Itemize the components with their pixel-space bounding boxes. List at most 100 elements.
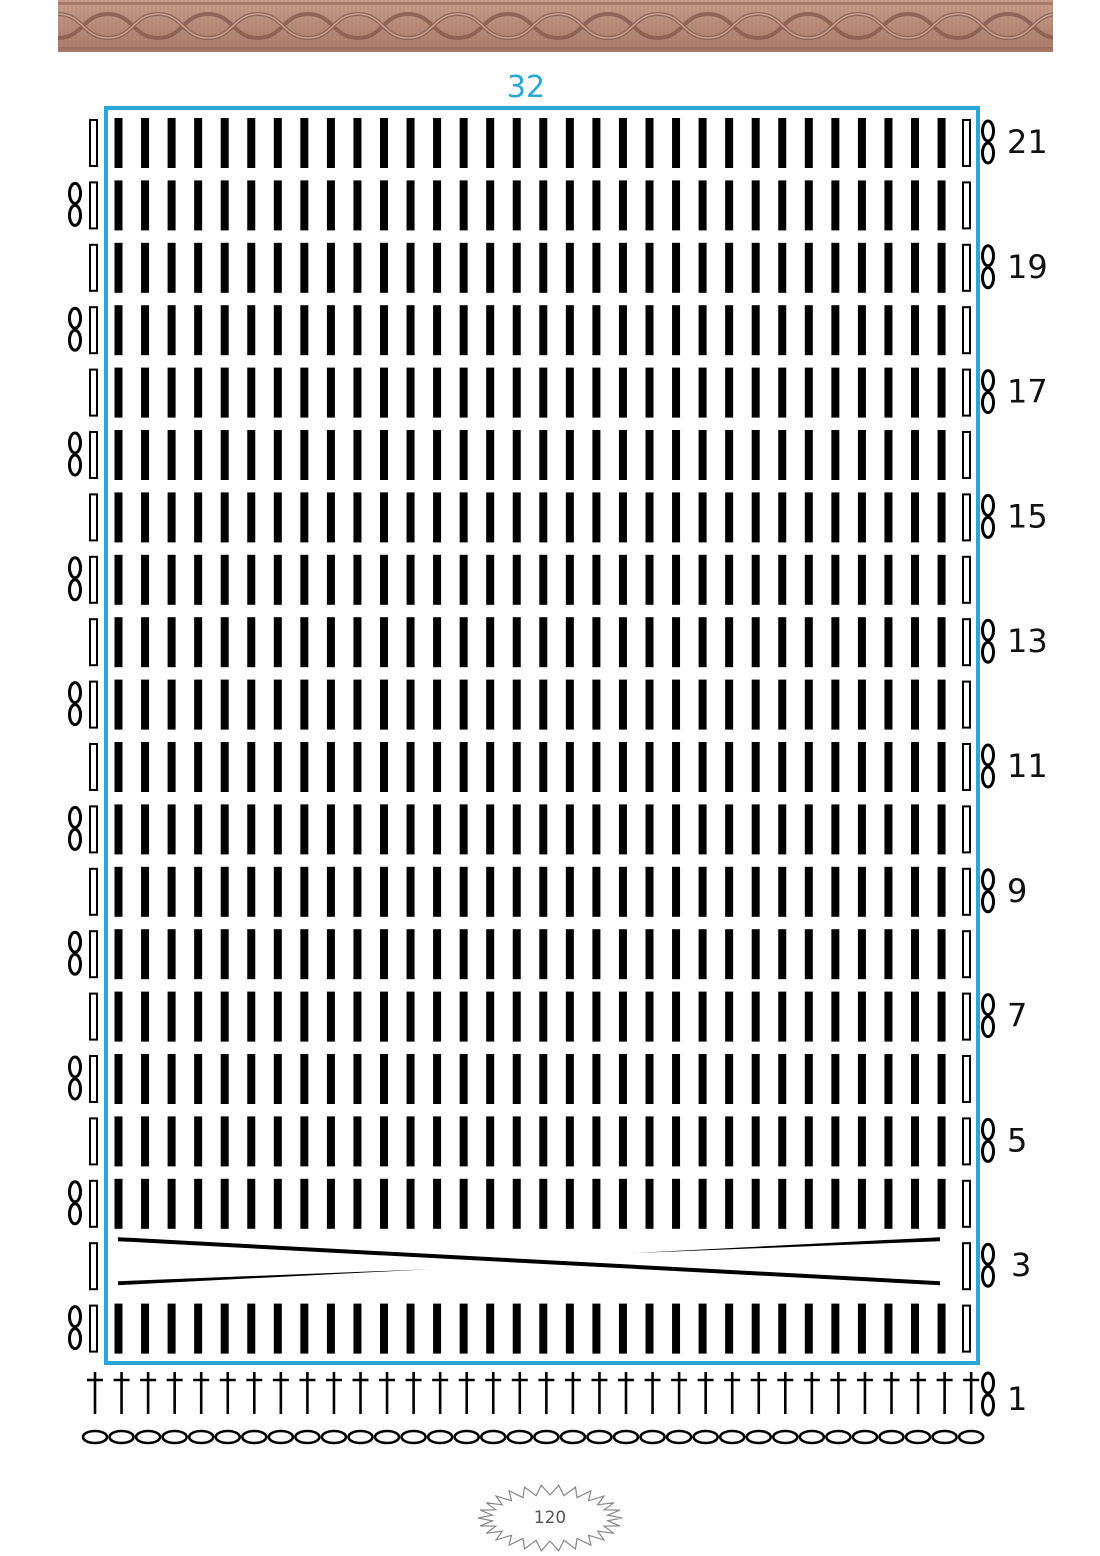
- double-crochet-stitch: [141, 1054, 150, 1104]
- double-crochet-stitch: [433, 1178, 442, 1229]
- double-crochet-stitch: [300, 492, 309, 543]
- double-crochet-stitch: [592, 617, 601, 668]
- turning-chain-icon: [981, 868, 995, 914]
- double-crochet-stitch: [273, 430, 282, 480]
- cross-stitch-row: [118, 1237, 940, 1286]
- double-crochet-stitch: [592, 679, 601, 730]
- double-crochet-stitch: [778, 679, 787, 730]
- double-crochet-stitch: [300, 554, 309, 605]
- double-crochet-stitch: [353, 1054, 362, 1104]
- double-crochet-stitch: [300, 180, 309, 231]
- double-crochet-stitch: [326, 1178, 335, 1229]
- double-crochet-stitch: [273, 866, 282, 917]
- double-crochet-stitch: [698, 1054, 707, 1104]
- double-crochet-stitch: [459, 1178, 468, 1229]
- row-label: 15: [1007, 497, 1048, 535]
- row-label: 9: [1007, 872, 1027, 910]
- row-label: 7: [1007, 997, 1027, 1035]
- double-crochet-stitch: [326, 554, 335, 605]
- double-crochet-stitch: [247, 617, 256, 668]
- double-crochet-stitch: [380, 742, 388, 792]
- double-crochet-stitch: [884, 118, 893, 168]
- double-crochet-stitch: [672, 492, 681, 543]
- double-crochet-stitch: [857, 804, 866, 855]
- chain-stitch: [904, 1429, 932, 1445]
- double-crochet-stitch: [618, 1303, 627, 1354]
- edge-stitch-left: [89, 992, 98, 1041]
- double-crochet-stitch: [167, 305, 176, 356]
- double-crochet-stitch: [672, 430, 681, 480]
- double-crochet-stitch: [380, 1303, 388, 1354]
- double-crochet-stitch: [167, 118, 176, 168]
- double-crochet-stitch: [751, 1303, 760, 1354]
- edge-stitch-right: [962, 555, 971, 604]
- double-crochet-stitch: [565, 1178, 574, 1229]
- double-crochet-stitch: [380, 430, 388, 480]
- double-crochet-stitch: [326, 367, 335, 418]
- double-crochet-stitch: [194, 305, 203, 356]
- double-crochet-stitch: [831, 554, 840, 605]
- double-crochet-stitch: [220, 1178, 229, 1229]
- double-crochet-stitch: [565, 1116, 574, 1167]
- double-crochet-stitch: [380, 305, 388, 356]
- double-crochet-stitch: [326, 991, 335, 1042]
- double-crochet-stitch: [857, 430, 866, 480]
- double-crochet-stitch: [751, 554, 760, 605]
- double-crochet-stitch: [273, 554, 282, 605]
- double-crochet-stitch: [565, 492, 574, 543]
- double-crochet-stitch: [911, 1303, 919, 1354]
- double-crochet-stitch: [167, 180, 176, 231]
- double-crochet-stitch: [857, 1054, 866, 1104]
- double-crochet-stitch: [380, 866, 388, 917]
- double-crochet-stitch: [433, 554, 442, 605]
- double-crochet-stitch: [645, 242, 654, 293]
- double-crochet-stitch: [539, 679, 548, 730]
- double-crochet-stitch: [512, 1303, 521, 1354]
- double-crochet-stitch: [247, 367, 256, 418]
- double-crochet-stitch: [698, 742, 707, 792]
- double-crochet-stitch: [831, 1116, 840, 1167]
- double-crochet-stitch: [831, 617, 840, 668]
- edge-stitch-right: [962, 119, 971, 167]
- turning-chain-icon: [68, 1055, 82, 1101]
- double-crochet-stitch: [433, 804, 442, 855]
- double-crochet-stitch: [857, 866, 866, 917]
- chain-stitch: [214, 1429, 242, 1445]
- double-crochet-stitch: [725, 367, 734, 418]
- double-crochet-stitch: [778, 929, 787, 980]
- double-crochet-stitch: [380, 991, 388, 1042]
- edge-stitch-left: [89, 680, 98, 729]
- double-crochet-stitch: [300, 1116, 309, 1167]
- double-crochet-stitch: [698, 1178, 707, 1229]
- double-crochet-stitch: [114, 1054, 123, 1104]
- double-crochet-stitch: [353, 1116, 362, 1167]
- double-crochet-stitch: [565, 866, 574, 917]
- double-crochet-stitch: [486, 118, 495, 168]
- double-crochet-stitch: [433, 679, 442, 730]
- double-crochet-stitch: [220, 305, 229, 356]
- double-crochet-stitch: [194, 242, 203, 293]
- double-crochet-stitch: [114, 679, 123, 730]
- double-crochet-stitch: [937, 554, 946, 605]
- edge-stitch-left: [89, 368, 98, 417]
- row-label: 17: [1007, 373, 1048, 411]
- double-crochet-stitch: [672, 679, 681, 730]
- edge-stitch-right: [962, 431, 971, 479]
- double-crochet-stitch: [353, 367, 362, 418]
- chart-frame: [104, 106, 980, 1365]
- double-crochet-stitch: [486, 1303, 495, 1354]
- double-crochet-stitch: [618, 866, 627, 917]
- double-crochet-stitch: [167, 242, 176, 293]
- cross-stitch-tail: [630, 1237, 940, 1254]
- double-crochet-stitch: [884, 929, 893, 980]
- double-crochet-stitch: [911, 991, 919, 1042]
- double-crochet-stitch: [539, 367, 548, 418]
- chain-stitch: [533, 1429, 560, 1445]
- double-crochet-stitch: [406, 1303, 415, 1354]
- double-crochet-stitch: [672, 742, 681, 792]
- double-crochet-stitch: [300, 1054, 309, 1104]
- double-crochet-stitch: [857, 929, 866, 980]
- edge-stitch-left: [89, 805, 98, 854]
- edge-stitch-left: [89, 1117, 98, 1166]
- double-crochet-stitch: [778, 367, 787, 418]
